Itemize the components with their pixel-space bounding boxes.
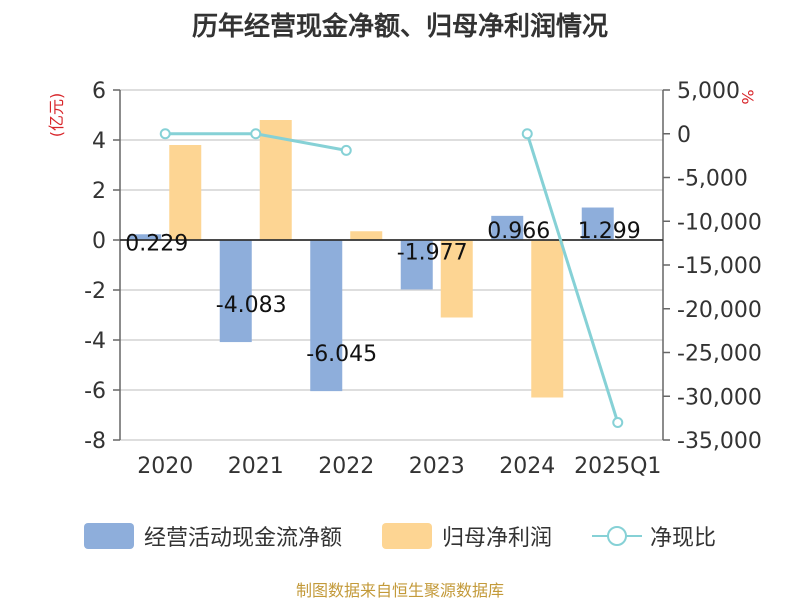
bar-cashflow [129,234,162,240]
data-label-cashflow: 1.299 [578,219,641,244]
legend: 经营活动现金流净额 归母净利润 净现比 [0,518,800,554]
legend-swatch-cashflow [83,523,134,549]
bar-cashflow [310,240,343,392]
data-label-cashflow: -1.977 [397,240,468,265]
data-label-cashflow: 0.966 [487,219,550,244]
data-label-cashflow: -4.083 [216,293,287,318]
legend-label-net-profit: 归母净利润 [441,526,552,551]
right-tick-label: 0 [677,123,691,148]
right-axis-label: % [738,89,757,104]
cash-ratio-point [612,417,624,428]
bar-net-profit [531,240,564,398]
left-tick-label: -2 [84,279,106,304]
chart-title: 历年经营现金净额、归母净利润情况 [191,12,608,42]
right-tick-label: -25,000 [677,342,762,367]
bar-cashflow [219,240,252,343]
left-tick-label: -8 [84,429,106,454]
data-label-cashflow: -6.045 [306,342,377,367]
bar-net-profit [440,240,473,318]
x-category-label: 2023 [409,454,465,479]
left-axis-label: (亿元) [47,93,66,138]
right-tick-label: 5,000 [677,79,740,104]
right-tick-label: -15,000 [677,254,762,279]
cash-ratio-point [340,144,352,156]
bar-net-profit [350,231,383,240]
cash-ratio-point [159,128,171,140]
bar-cashflow [581,207,614,240]
x-category-label: 2021 [228,454,284,479]
cash-ratio-point [521,128,533,140]
left-tick-label: 6 [92,79,106,104]
legend-label-cash-ratio: 净现比 [650,526,717,551]
legend-item-cash-ratio[interactable]: 净现比 [592,520,716,552]
bar-cashflow [491,215,524,240]
x-category-label: 2024 [499,454,555,479]
legend-item-cashflow[interactable]: 经营活动现金流净额 [83,520,342,552]
right-tick-label: -20,000 [677,298,762,323]
cash-ratio-line [525,133,620,423]
cash-ratio-point [250,128,262,140]
bar-cashflow [400,240,433,290]
right-tick-label: -35,000 [677,429,762,454]
x-category-label: 2020 [137,454,193,479]
data-label-cashflow: 0.229 [125,231,188,256]
right-tick-label: -10,000 [677,210,762,235]
legend-label-cashflow: 经营活动现金流净额 [143,526,342,551]
x-category-label: 2022 [318,454,374,479]
bar-net-profit [169,145,202,240]
x-category-label: 2025Q1 [574,454,661,479]
right-tick-label: -30,000 [677,385,762,410]
left-tick-label: -6 [84,379,106,404]
legend-marker-cash-ratio [592,523,642,549]
left-tick-label: 4 [92,129,106,154]
legend-swatch-net-profit [381,523,432,549]
legend-item-net-profit[interactable]: 归母净利润 [381,520,552,552]
left-tick-label: 2 [92,179,106,204]
right-tick-label: -5,000 [677,167,748,192]
left-tick-label: 0 [92,229,106,254]
left-tick-label: -4 [84,329,106,354]
source-note: 制图数据来自恒生聚源数据库 [295,581,504,600]
